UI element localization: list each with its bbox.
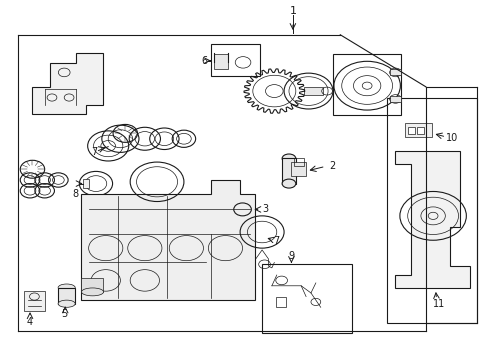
Text: 2: 2	[329, 161, 335, 171]
Bar	[81, 278, 103, 292]
Bar	[387, 98, 477, 323]
Ellipse shape	[282, 154, 296, 163]
Bar	[276, 297, 286, 307]
Bar	[262, 264, 352, 333]
Text: 7: 7	[91, 147, 98, 157]
Bar	[390, 69, 401, 75]
Text: 5: 5	[61, 310, 67, 319]
Bar	[333, 54, 401, 116]
Bar	[304, 87, 323, 95]
Text: 11: 11	[433, 300, 445, 310]
Bar	[211, 44, 260, 76]
Bar	[214, 54, 228, 69]
Bar	[390, 96, 401, 102]
Bar	[405, 123, 432, 137]
Ellipse shape	[81, 288, 103, 296]
Bar	[294, 158, 304, 166]
Polygon shape	[32, 53, 103, 114]
Bar	[292, 162, 306, 176]
Bar	[417, 127, 424, 134]
Text: 10: 10	[446, 134, 458, 143]
Text: 3: 3	[263, 204, 269, 215]
Text: 4: 4	[27, 317, 33, 327]
Bar	[24, 291, 45, 311]
Text: 8: 8	[72, 189, 78, 199]
Text: 9: 9	[288, 251, 294, 261]
Bar	[282, 158, 296, 184]
Ellipse shape	[58, 284, 75, 291]
Bar	[58, 288, 75, 304]
Text: 1: 1	[290, 6, 296, 17]
Text: 7: 7	[273, 236, 280, 246]
Bar	[408, 127, 415, 134]
Polygon shape	[395, 151, 470, 288]
Ellipse shape	[282, 179, 296, 188]
Bar	[83, 179, 89, 188]
Text: 6: 6	[202, 55, 208, 66]
Ellipse shape	[58, 300, 75, 307]
Polygon shape	[81, 180, 255, 300]
